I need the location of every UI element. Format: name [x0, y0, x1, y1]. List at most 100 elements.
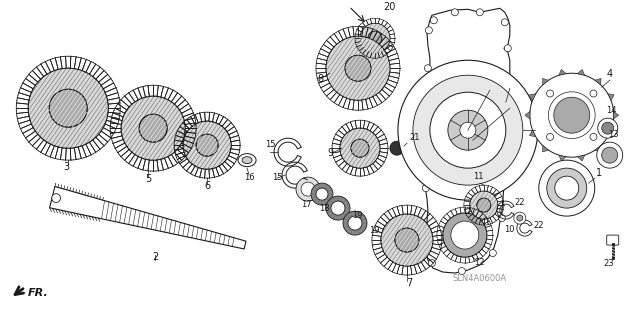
Circle shape [326, 196, 350, 220]
Circle shape [311, 183, 333, 205]
Circle shape [517, 215, 523, 221]
Circle shape [602, 147, 618, 163]
Circle shape [351, 139, 369, 157]
Circle shape [301, 182, 315, 196]
Circle shape [548, 92, 595, 138]
Circle shape [590, 133, 597, 140]
Circle shape [326, 36, 390, 100]
Circle shape [539, 160, 595, 216]
Polygon shape [525, 111, 530, 119]
Circle shape [326, 36, 390, 100]
Text: 12: 12 [474, 258, 484, 267]
Circle shape [490, 249, 497, 256]
Polygon shape [529, 94, 536, 100]
Text: 10: 10 [504, 225, 515, 234]
Text: 17: 17 [301, 200, 311, 209]
Circle shape [424, 65, 431, 72]
Circle shape [390, 141, 404, 155]
Text: 20: 20 [383, 2, 396, 12]
Text: 8: 8 [317, 74, 323, 84]
Circle shape [458, 268, 465, 275]
Circle shape [470, 191, 498, 219]
Circle shape [183, 121, 231, 169]
Circle shape [501, 174, 508, 182]
Circle shape [340, 128, 380, 168]
Circle shape [501, 19, 508, 26]
Circle shape [345, 55, 371, 81]
Circle shape [547, 168, 587, 208]
Polygon shape [559, 69, 566, 75]
Circle shape [422, 225, 429, 232]
Circle shape [530, 73, 614, 157]
Circle shape [296, 177, 320, 201]
Circle shape [590, 90, 597, 97]
Circle shape [504, 87, 511, 94]
Polygon shape [595, 78, 601, 85]
Circle shape [381, 214, 433, 266]
Circle shape [422, 145, 429, 152]
Polygon shape [543, 145, 548, 152]
Circle shape [596, 142, 623, 168]
Circle shape [443, 213, 487, 257]
Circle shape [555, 176, 579, 200]
Text: 7: 7 [406, 278, 412, 288]
Polygon shape [49, 186, 246, 249]
Circle shape [443, 213, 487, 257]
Circle shape [504, 45, 511, 52]
Text: 15: 15 [265, 140, 275, 149]
Circle shape [499, 215, 506, 222]
Circle shape [470, 191, 498, 219]
Circle shape [504, 132, 511, 139]
Circle shape [360, 23, 390, 53]
Text: 11: 11 [472, 172, 483, 181]
Text: 13: 13 [609, 130, 619, 139]
Text: SLN4A0600A: SLN4A0600A [452, 273, 507, 283]
Circle shape [598, 118, 618, 138]
Circle shape [343, 211, 367, 235]
Text: 1: 1 [596, 168, 602, 178]
Ellipse shape [238, 154, 256, 167]
Circle shape [451, 9, 458, 16]
Circle shape [430, 17, 437, 24]
Circle shape [547, 133, 554, 140]
Text: 22: 22 [515, 198, 525, 207]
Polygon shape [614, 111, 619, 119]
Circle shape [424, 105, 430, 112]
Circle shape [368, 31, 382, 45]
Circle shape [28, 68, 108, 148]
Circle shape [340, 128, 380, 168]
Circle shape [477, 198, 491, 212]
Circle shape [430, 92, 506, 168]
Polygon shape [543, 78, 548, 85]
Text: 2: 2 [152, 252, 158, 262]
Text: 15: 15 [272, 173, 282, 182]
Circle shape [547, 90, 554, 97]
Text: 18: 18 [319, 204, 330, 213]
Circle shape [348, 216, 362, 230]
Circle shape [28, 68, 108, 148]
Circle shape [121, 96, 185, 160]
Circle shape [554, 97, 589, 133]
Circle shape [316, 188, 328, 200]
FancyBboxPatch shape [607, 235, 619, 245]
Circle shape [196, 134, 218, 156]
Text: 3: 3 [63, 162, 69, 172]
Circle shape [476, 9, 483, 16]
Polygon shape [577, 155, 585, 161]
Circle shape [428, 260, 435, 267]
Text: 19: 19 [352, 211, 362, 220]
Polygon shape [577, 69, 585, 75]
Circle shape [426, 27, 433, 34]
Text: 22: 22 [534, 221, 544, 230]
Text: 21: 21 [409, 133, 419, 142]
Circle shape [121, 96, 185, 160]
Text: 16: 16 [244, 173, 254, 182]
Text: 5: 5 [145, 174, 151, 184]
Text: 4: 4 [607, 69, 612, 79]
Circle shape [331, 201, 345, 215]
Circle shape [448, 110, 488, 150]
Circle shape [139, 114, 167, 142]
Polygon shape [559, 155, 566, 161]
Circle shape [183, 121, 231, 169]
Circle shape [52, 194, 61, 203]
